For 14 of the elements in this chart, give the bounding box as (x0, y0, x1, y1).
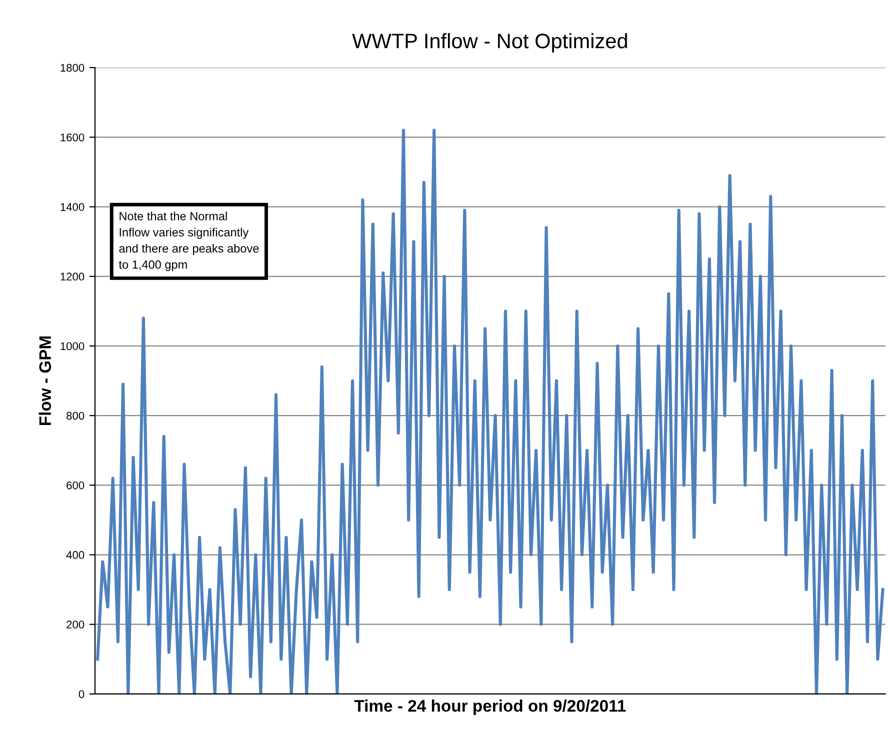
chart-title: WWTP Inflow - Not Optimized (352, 33, 627, 52)
y-tick-label: 200 (66, 620, 84, 629)
y-tick-label: 1400 (60, 203, 84, 211)
y-tick-label: 600 (66, 481, 84, 490)
y-tick-label: 1600 (60, 133, 84, 142)
y-tick-label: 800 (66, 412, 84, 420)
y-tick-label: 0 (78, 690, 84, 698)
y-tick-label: 1200 (60, 272, 84, 281)
annotation: Note that the Normal Inflow varies significantly and there are peaks above to 1,400 gpm (118, 212, 259, 272)
y-tick-label: 1800 (60, 64, 84, 72)
x-axis-title: Time - 24 hour period on 9/20/2011 (354, 700, 626, 716)
y-tick-label: 1000 (60, 342, 84, 350)
y-tick-label: 400 (66, 551, 84, 559)
y-axis-title: Flow - GPM (38, 336, 52, 426)
